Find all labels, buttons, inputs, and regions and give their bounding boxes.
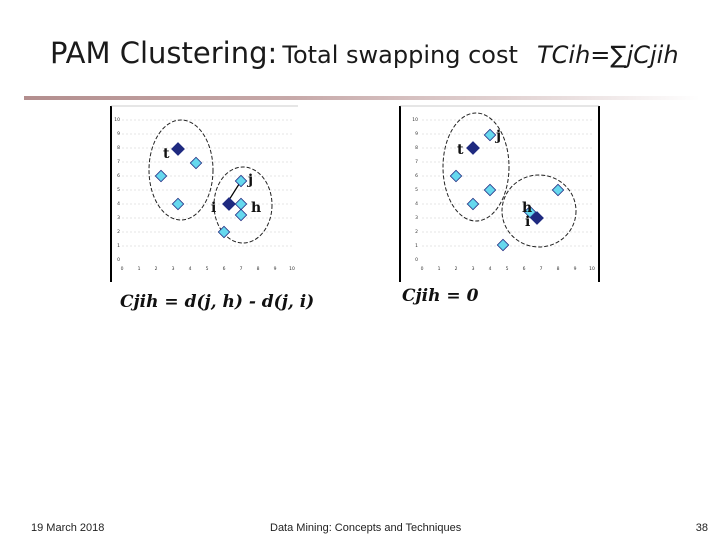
formula-right: Cjih = 0 bbox=[402, 286, 479, 306]
y-tick-label: 3 bbox=[117, 215, 120, 221]
data-point bbox=[171, 197, 185, 211]
footer-date: 19 March 2018 bbox=[31, 522, 105, 534]
y-tick-label: 4 bbox=[415, 201, 418, 207]
y-tick-label: 1 bbox=[117, 243, 120, 249]
grid-lines bbox=[122, 119, 292, 247]
medoid-i bbox=[530, 211, 544, 225]
x-tick-label: 5 bbox=[506, 266, 509, 272]
data-point bbox=[217, 225, 231, 239]
data-point bbox=[234, 208, 248, 222]
x-tick-labels: 0 1 2 3 4 5 6 7 8 9 10 bbox=[121, 266, 295, 272]
x-tick-label: 2 bbox=[155, 266, 158, 272]
y-tick-label: 4 bbox=[117, 201, 120, 207]
footer-title: Data Mining: Concepts and Techniques bbox=[270, 522, 462, 534]
data-point bbox=[496, 238, 510, 252]
data-point bbox=[449, 169, 463, 183]
data-point bbox=[483, 183, 497, 197]
y-tick-label: 0 bbox=[415, 257, 418, 263]
x-tick-label: 9 bbox=[574, 266, 577, 272]
y-tick-label: 2 bbox=[415, 229, 418, 235]
y-tick-label: 0 bbox=[117, 257, 120, 263]
x-tick-label: 4 bbox=[489, 266, 492, 272]
y-tick-label: 5 bbox=[117, 187, 120, 193]
title-divider bbox=[24, 96, 700, 100]
y-tick-labels: 10 9 8 7 6 5 4 3 2 1 0 bbox=[412, 117, 418, 263]
right-cluster-plot: 10 9 8 7 6 5 4 3 2 1 0 0 1 2 3 4 5 6 7 8… bbox=[399, 105, 600, 282]
x-tick-label: 1 bbox=[138, 266, 141, 272]
y-tick-label: 10 bbox=[412, 117, 418, 123]
medoid-i bbox=[222, 197, 236, 211]
x-tick-label: 3 bbox=[472, 266, 475, 272]
x-tick-label: 2 bbox=[455, 266, 458, 272]
label-j: j bbox=[246, 172, 253, 188]
cluster-boundary bbox=[148, 119, 214, 221]
label-h: h bbox=[251, 200, 261, 216]
y-tick-label: 6 bbox=[117, 173, 120, 179]
medoids bbox=[466, 141, 544, 225]
point-labels: t j h i bbox=[457, 128, 532, 230]
x-tick-label: 1 bbox=[438, 266, 441, 272]
y-tick-label: 9 bbox=[415, 131, 418, 137]
x-tick-label: 5 bbox=[206, 266, 209, 272]
x-tick-label: 8 bbox=[557, 266, 560, 272]
data-point-j bbox=[483, 128, 497, 142]
x-tick-label: 7 bbox=[540, 266, 543, 272]
medoid-t bbox=[171, 142, 185, 156]
y-tick-label: 10 bbox=[114, 117, 120, 123]
label-t: t bbox=[457, 142, 464, 158]
x-tick-label: 6 bbox=[223, 266, 226, 272]
formula-left: Cjih = d(j, h) - d(j, i) bbox=[120, 292, 315, 312]
y-tick-label: 7 bbox=[117, 159, 120, 165]
label-h: h bbox=[522, 200, 532, 216]
medoids bbox=[171, 142, 236, 211]
y-tick-label: 2 bbox=[117, 229, 120, 235]
data-point bbox=[551, 183, 565, 197]
y-tick-label: 9 bbox=[117, 131, 120, 137]
label-t: t bbox=[163, 146, 170, 162]
label-i: i bbox=[525, 214, 530, 230]
data-point-j bbox=[234, 174, 248, 188]
x-tick-label: 7 bbox=[240, 266, 243, 272]
data-point bbox=[466, 197, 480, 211]
label-i: i bbox=[211, 200, 216, 216]
y-tick-labels: 10 9 8 7 6 5 4 3 2 1 0 bbox=[114, 117, 120, 263]
title-main: PAM Clustering: bbox=[50, 36, 278, 70]
point-labels: t i j h bbox=[163, 146, 261, 216]
grid-lines bbox=[422, 119, 592, 247]
x-tick-labels: 0 1 2 3 4 5 6 7 8 9 10 bbox=[421, 266, 595, 272]
x-tick-label: 4 bbox=[189, 266, 192, 272]
data-points bbox=[449, 128, 565, 252]
label-j: j bbox=[494, 128, 501, 144]
y-tick-label: 5 bbox=[415, 187, 418, 193]
x-tick-label: 0 bbox=[421, 266, 424, 272]
x-tick-label: 9 bbox=[274, 266, 277, 272]
slide-title: PAM Clustering: Total swapping cost TCih… bbox=[50, 36, 710, 70]
x-tick-label: 10 bbox=[589, 266, 595, 272]
title-formula: TCih=∑jCjih bbox=[536, 41, 679, 69]
data-point bbox=[189, 156, 203, 170]
y-tick-label: 8 bbox=[117, 145, 120, 151]
data-points bbox=[154, 156, 248, 239]
y-tick-label: 8 bbox=[415, 145, 418, 151]
page-number: 38 bbox=[695, 522, 708, 534]
y-tick-label: 6 bbox=[415, 173, 418, 179]
title-sub: Total swapping cost bbox=[282, 41, 518, 69]
cluster-boundary bbox=[442, 112, 510, 222]
y-tick-label: 7 bbox=[415, 159, 418, 165]
data-point-h bbox=[523, 205, 537, 219]
x-tick-label: 6 bbox=[523, 266, 526, 272]
cluster-boundary bbox=[213, 166, 273, 244]
data-point bbox=[154, 169, 168, 183]
left-cluster-plot: 10 9 8 7 6 5 4 3 2 1 0 0 1 2 3 4 5 6 7 8… bbox=[110, 105, 298, 282]
data-point-h bbox=[234, 197, 248, 211]
cluster-boundary bbox=[501, 174, 577, 248]
medoid-t bbox=[466, 141, 480, 155]
y-tick-label: 1 bbox=[415, 243, 418, 249]
x-tick-label: 0 bbox=[121, 266, 124, 272]
x-tick-label: 3 bbox=[172, 266, 175, 272]
x-tick-label: 8 bbox=[257, 266, 260, 272]
y-tick-label: 3 bbox=[415, 215, 418, 221]
x-tick-label: 10 bbox=[289, 266, 295, 272]
